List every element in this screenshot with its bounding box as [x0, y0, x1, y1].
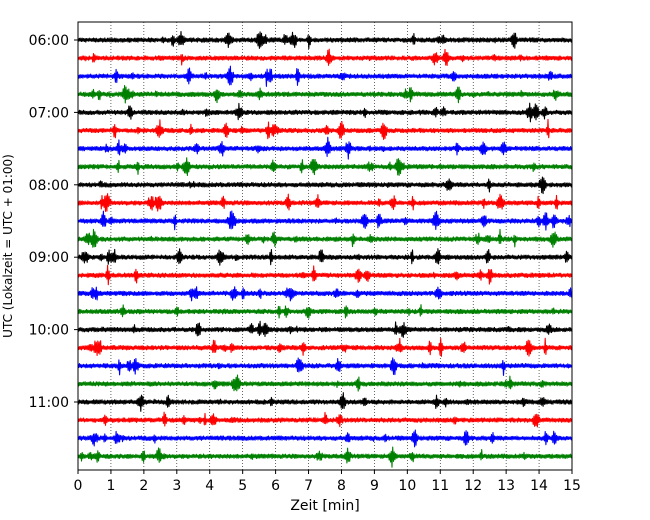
x-tick-label: 4 [205, 478, 214, 494]
x-tick-label: 0 [74, 478, 83, 494]
trace-0730 [77, 136, 573, 160]
y-tick-label: 10:00 [29, 323, 69, 339]
x-tick-label: 8 [337, 478, 346, 494]
trace-1000 [77, 320, 573, 338]
x-tick-label: 2 [139, 478, 148, 494]
trace-0630 [77, 65, 573, 87]
y-tick-label: 11:00 [29, 395, 69, 411]
x-tick-label: 15 [563, 478, 581, 494]
trace-0745 [77, 157, 573, 177]
plot-background [78, 22, 572, 470]
x-tick-label: 12 [464, 478, 482, 494]
trace-0615 [77, 48, 573, 67]
traces [77, 30, 573, 468]
x-tick-label: 13 [497, 478, 515, 494]
x-tick-label: 9 [370, 478, 379, 494]
trace-0945 [77, 304, 573, 319]
trace-0700 [77, 102, 573, 123]
trace-0815 [77, 193, 573, 212]
trace-0800 [77, 176, 573, 195]
plot-frame [77, 21, 573, 471]
trace-0930 [77, 286, 573, 302]
y-axis-label: UTC (Lokalzeit = UTC + 01:00) [1, 154, 15, 338]
trace-1015 [77, 337, 573, 357]
x-tick-label: 7 [304, 478, 313, 494]
x-tick-label: 11 [431, 478, 449, 494]
x-axis-label: Zeit [min] [290, 498, 359, 514]
trace-0645 [77, 84, 573, 104]
x-tick-label: 5 [238, 478, 247, 494]
trace-1030 [77, 357, 573, 376]
trace-0900 [77, 248, 573, 266]
trace-1115 [77, 411, 573, 428]
trace-0830 [77, 210, 573, 231]
y-axis-ticks: 06:00 07:00 08:00 09:00 10:00 11:00 [29, 33, 78, 411]
x-axis-ticks: 0 1 2 3 4 5 6 7 8 9 10 11 12 13 14 15 [74, 470, 581, 494]
y-tick-label: 08:00 [29, 178, 69, 194]
x-tick-label: 3 [172, 478, 181, 494]
x-tick-label: 1 [106, 478, 115, 494]
trace-0845 [77, 228, 573, 248]
trace-1045 [77, 374, 573, 392]
x-tick-label: 10 [398, 478, 416, 494]
y-tick-label: 06:00 [29, 33, 69, 49]
trace-1145 [77, 446, 573, 468]
trace-0715 [77, 118, 573, 141]
trace-0915 [77, 264, 573, 286]
trace-0600 [77, 30, 573, 50]
trace-1130 [77, 429, 573, 448]
y-tick-label: 07:00 [29, 105, 69, 121]
x-tick-label: 14 [530, 478, 548, 494]
trace-1100 [77, 392, 573, 412]
y-tick-label: 09:00 [29, 250, 69, 266]
x-tick-label: 6 [271, 478, 280, 494]
